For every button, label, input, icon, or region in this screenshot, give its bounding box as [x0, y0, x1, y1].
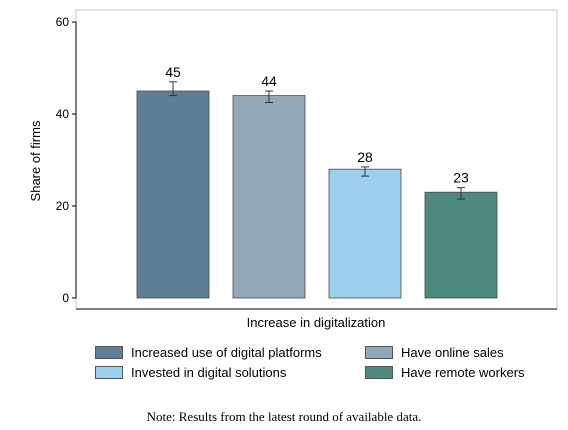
legend-label: Increased use of digital platforms — [131, 345, 322, 360]
data-label: 28 — [357, 149, 373, 165]
legend-item-remote-workers: Have remote workers — [365, 365, 525, 380]
error-bar — [361, 166, 369, 177]
chart-note: Note: Results from the latest round of a… — [146, 409, 422, 424]
legend-swatch — [95, 366, 123, 379]
y-axis-label: Share of firms — [28, 120, 43, 201]
legend-swatch — [95, 346, 123, 359]
bar-chart: 0 20 40 60 45 44 28 23 Share of firms Increase… — [28, 9, 558, 330]
data-label: 44 — [261, 73, 277, 89]
y-tick-label: 60 — [56, 15, 70, 29]
bar — [424, 191, 498, 299]
bar — [328, 168, 402, 299]
legend-label: Invested in digital solutions — [131, 365, 287, 380]
y-tick-label: 40 — [56, 107, 70, 121]
error-bar — [169, 81, 177, 97]
legend-item-digital-platforms: Increased use of digital platforms — [95, 345, 322, 360]
legend: Increased use of digital platforms Have … — [95, 343, 555, 383]
x-axis-label: Increase in digitalization — [247, 315, 386, 330]
bar — [136, 90, 210, 299]
y-tick-label: 0 — [62, 291, 69, 305]
y-tick-label: 20 — [56, 199, 70, 213]
data-label: 23 — [453, 170, 469, 186]
legend-swatch — [365, 346, 393, 359]
legend-label: Have online sales — [401, 345, 504, 360]
data-label: 45 — [165, 64, 181, 80]
legend-swatch — [365, 366, 393, 379]
error-bar — [457, 187, 465, 200]
error-bar — [265, 90, 273, 103]
legend-item-online-sales: Have online sales — [365, 345, 504, 360]
legend-item-digital-solutions: Invested in digital solutions — [95, 365, 286, 380]
bar — [232, 95, 306, 299]
legend-label: Have remote workers — [401, 365, 525, 380]
